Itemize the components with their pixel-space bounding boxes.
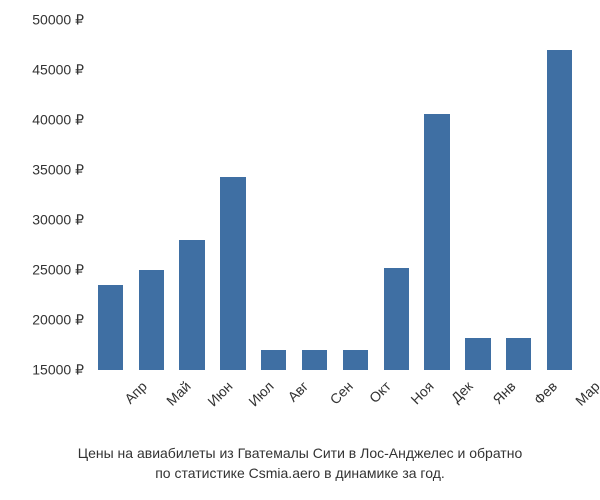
bar: [384, 268, 409, 370]
bar: [465, 338, 490, 370]
x-tick-label: Июн: [204, 378, 235, 409]
bar: [506, 338, 531, 370]
bar: [424, 114, 449, 370]
y-tick-label: 25000 ₽: [4, 262, 84, 279]
bar: [139, 270, 164, 370]
y-tick-label: 50000 ₽: [4, 12, 84, 29]
bar: [343, 350, 368, 370]
y-tick-label: 20000 ₽: [4, 312, 84, 329]
x-tick-label: Янв: [489, 378, 518, 407]
bar: [220, 177, 245, 370]
y-tick-label: 35000 ₽: [4, 162, 84, 179]
bar: [547, 50, 572, 370]
caption-line-1: Цены на авиабилеты из Гватемалы Сити в Л…: [0, 445, 600, 461]
x-tick-label: Апр: [122, 378, 151, 407]
price-chart: 15000 ₽ 20000 ₽ 25000 ₽ 30000 ₽ 35000 ₽ 40000…: [0, 0, 600, 500]
bar: [302, 350, 327, 370]
bar: [179, 240, 204, 370]
x-tick-label: Фев: [530, 378, 560, 408]
caption-line-2: по статистике Csmia.aero в динамике за г…: [0, 465, 600, 481]
bar: [261, 350, 286, 370]
x-tick-label: Сен: [326, 378, 355, 407]
x-tick-label: Май: [163, 378, 194, 409]
y-tick-label: 30000 ₽: [4, 212, 84, 229]
x-tick-label: Дек: [448, 378, 476, 406]
bar: [98, 285, 123, 370]
x-tick-label: Мар: [572, 378, 600, 409]
y-tick-label: 45000 ₽: [4, 62, 84, 79]
x-tick-label: Авг: [284, 378, 311, 405]
x-tick-label: Окт: [366, 378, 394, 406]
x-tick-label: Ноя: [408, 378, 437, 407]
x-tick-label: Июл: [245, 378, 276, 409]
plot-area: [90, 20, 580, 370]
y-tick-label: 40000 ₽: [4, 112, 84, 129]
y-tick-label: 15000 ₽: [4, 362, 84, 379]
